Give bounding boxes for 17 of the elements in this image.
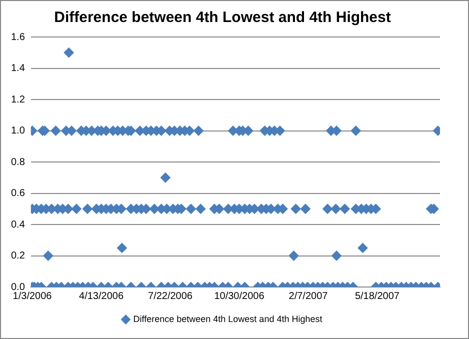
y-tick-label: 0.0 — [10, 282, 26, 293]
y-tick-label: 1.0 — [10, 126, 26, 136]
chart-title: Difference between 4th Lowest and 4th Highest — [54, 9, 391, 26]
x-tick-label: 2/7/2007 — [288, 290, 328, 302]
y-tick-label: 0.8 — [10, 156, 26, 168]
y-tick-label: 0.6 — [10, 188, 26, 199]
y-tick-label: 1.4 — [10, 63, 26, 74]
y-tick-label: 0.4 — [10, 219, 26, 230]
x-tick-label: 1/3/2006 — [12, 290, 52, 302]
x-tick-label: 10/30/2006 — [214, 290, 265, 302]
x-tick-label: 5/18/2007 — [354, 290, 400, 302]
y-tick-label: 1.2 — [10, 94, 26, 106]
legend-label: Difference between 4th Lowest and 4th Highest — [133, 314, 323, 324]
y-tick-label: 0.2 — [10, 250, 26, 262]
x-tick-label: 7/22/2006 — [148, 290, 193, 302]
y-tick-label: 1.6 — [10, 32, 26, 43]
x-tick-label: 4/13/2006 — [79, 290, 124, 302]
